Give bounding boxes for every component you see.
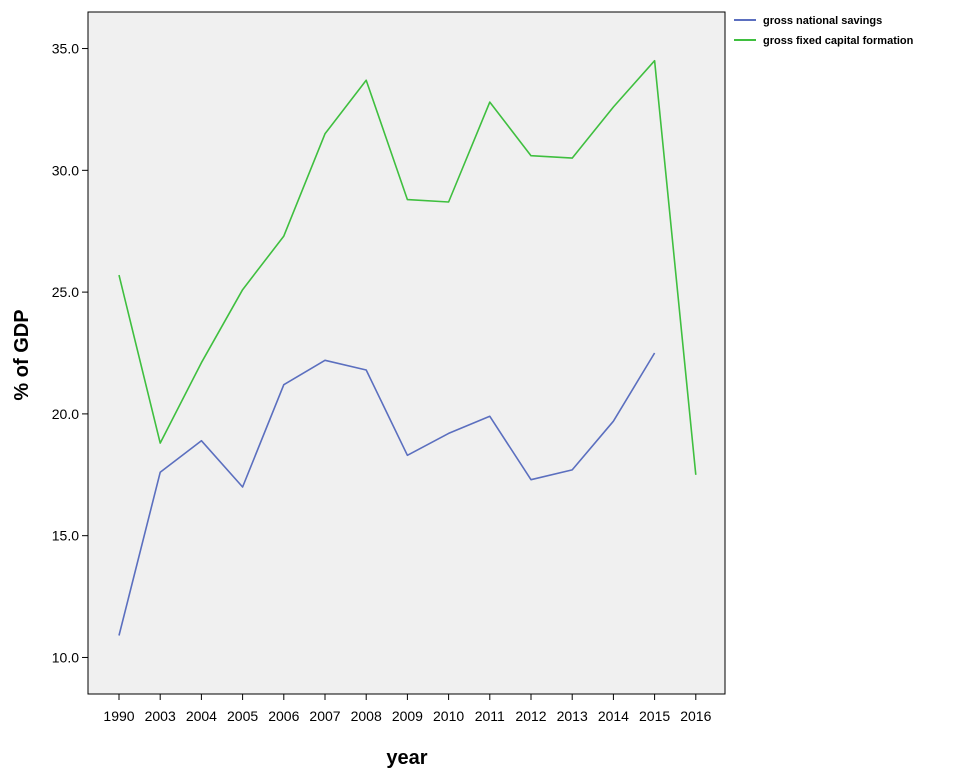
y-tick-label: 30.0 [52,162,79,178]
x-tick-label: 2013 [557,708,588,724]
y-tick-label: 10.0 [52,649,79,665]
y-tick-label: 35.0 [52,41,79,57]
y-tick-label: 20.0 [52,406,79,422]
series-line-1 [118,352,656,636]
x-tick-label: 2009 [392,708,423,724]
x-tick-label: 2016 [680,708,711,724]
plot-area [87,11,726,695]
series-line-2 [118,59,697,475]
series-layer [118,59,697,636]
legend-label: gross national savings [763,15,882,27]
x-tick-label: 2003 [145,708,176,724]
legend-label: gross fixed capital formation [763,35,914,47]
x-tick-label: 2005 [227,708,258,724]
x-tick-label: 2014 [598,708,629,724]
y-axis: 10.0 15.0 20.0 25.0 30.0 35.0 [52,41,88,665]
x-axis-title: year [386,747,427,769]
x-tick-label: 2010 [433,708,464,724]
y-axis-title: % of GDP [11,309,33,400]
x-axis: 1990 2003 2004 2005 2006 2007 2008 2009 2010 2011… [103,694,712,724]
x-tick-label: 2008 [351,708,382,724]
x-tick-label: 2015 [639,708,670,724]
x-tick-label: 2004 [186,708,217,724]
legend: gross national savings gross fixed capita… [734,15,914,47]
y-tick-label: 25.0 [52,284,79,300]
x-tick-label: 2012 [515,708,546,724]
x-tick-label: 2011 [475,708,505,724]
x-tick-label: 1990 [103,708,134,724]
x-tick-label: 2006 [268,708,299,724]
y-tick-label: 15.0 [52,528,79,544]
x-tick-label: 2007 [309,708,340,724]
